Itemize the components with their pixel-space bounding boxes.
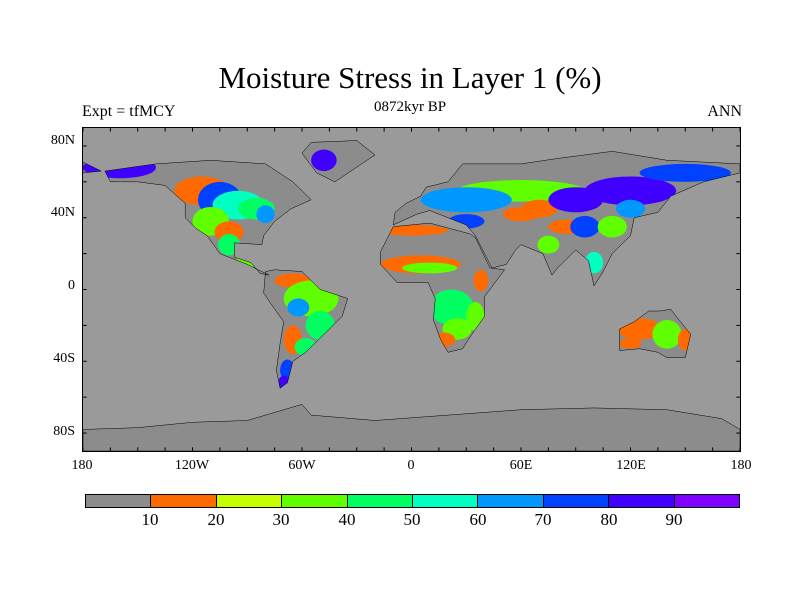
experiment-label: Expt = tfMCY bbox=[82, 103, 176, 120]
time-label: 0872kyr BP bbox=[373, 99, 447, 115]
colorbar-swatch bbox=[413, 495, 479, 507]
colorbar-swatch bbox=[216, 495, 283, 507]
stress-region bbox=[639, 163, 731, 182]
stress-region bbox=[570, 215, 600, 238]
lon-label: 120E bbox=[616, 458, 646, 473]
lat-label: 40N bbox=[50, 205, 75, 220]
lon-label: 120W bbox=[174, 458, 210, 473]
stress-region bbox=[420, 187, 512, 213]
coastline bbox=[380, 223, 504, 352]
season-label: ANN bbox=[707, 103, 742, 120]
lon-label: 180 bbox=[730, 458, 752, 473]
land-antarctica bbox=[83, 404, 740, 451]
stress-region bbox=[619, 337, 642, 349]
lon-label: 180 bbox=[71, 458, 93, 473]
stress-region bbox=[537, 235, 560, 254]
colorbar-swatch bbox=[674, 495, 740, 507]
coastline bbox=[620, 309, 691, 357]
stress-region bbox=[311, 149, 337, 172]
colorbar-swatch bbox=[86, 495, 152, 507]
colorbar-label: 10 bbox=[141, 510, 159, 529]
stress-region bbox=[402, 262, 458, 274]
colorbar-label: 70 bbox=[534, 510, 552, 529]
lat-label: 80N bbox=[50, 133, 75, 148]
colorbar-label: 40 bbox=[338, 510, 356, 529]
colorbar-label: 50 bbox=[403, 510, 421, 529]
lat-label: 0 bbox=[68, 278, 75, 293]
colorbar bbox=[85, 494, 740, 508]
colorbar-swatch bbox=[347, 495, 414, 507]
colorbar-swatch bbox=[151, 495, 217, 507]
lon-label: 0 bbox=[407, 458, 415, 473]
coastline bbox=[302, 141, 375, 182]
coastline bbox=[105, 160, 311, 275]
plot-title: Moisture Stress in Layer 1 (%) bbox=[218, 60, 602, 95]
stress-region bbox=[615, 199, 646, 218]
world-map bbox=[83, 128, 740, 451]
lat-label: 40S bbox=[53, 351, 75, 366]
map-panel bbox=[82, 127, 741, 452]
stress-region bbox=[502, 206, 540, 222]
coastline bbox=[393, 151, 740, 286]
stress-region bbox=[429, 289, 474, 326]
colorbar-swatch bbox=[282, 495, 348, 507]
colorbar-swatch bbox=[478, 495, 544, 507]
colorbar-swatch bbox=[609, 495, 675, 507]
stress-region bbox=[584, 176, 677, 206]
lon-label: 60E bbox=[509, 458, 533, 473]
coastline bbox=[264, 270, 348, 388]
stress-region bbox=[597, 215, 627, 238]
colorbar-label: 90 bbox=[665, 510, 683, 529]
coastline bbox=[83, 404, 740, 451]
stress-region bbox=[287, 298, 310, 317]
colorbar-swatch bbox=[543, 495, 610, 507]
stress-region bbox=[256, 205, 275, 224]
colorbar-label: 80 bbox=[600, 510, 618, 529]
lon-label: 60W bbox=[288, 458, 316, 473]
colorbar-label: 20 bbox=[207, 510, 225, 529]
lat-label: 80S bbox=[53, 424, 75, 439]
coastline bbox=[83, 162, 101, 173]
stress-region bbox=[473, 269, 489, 292]
stress-region bbox=[652, 320, 682, 349]
stress-region bbox=[375, 224, 448, 236]
colorbar-label: 60 bbox=[469, 510, 487, 529]
colorbar-label: 30 bbox=[272, 510, 290, 529]
